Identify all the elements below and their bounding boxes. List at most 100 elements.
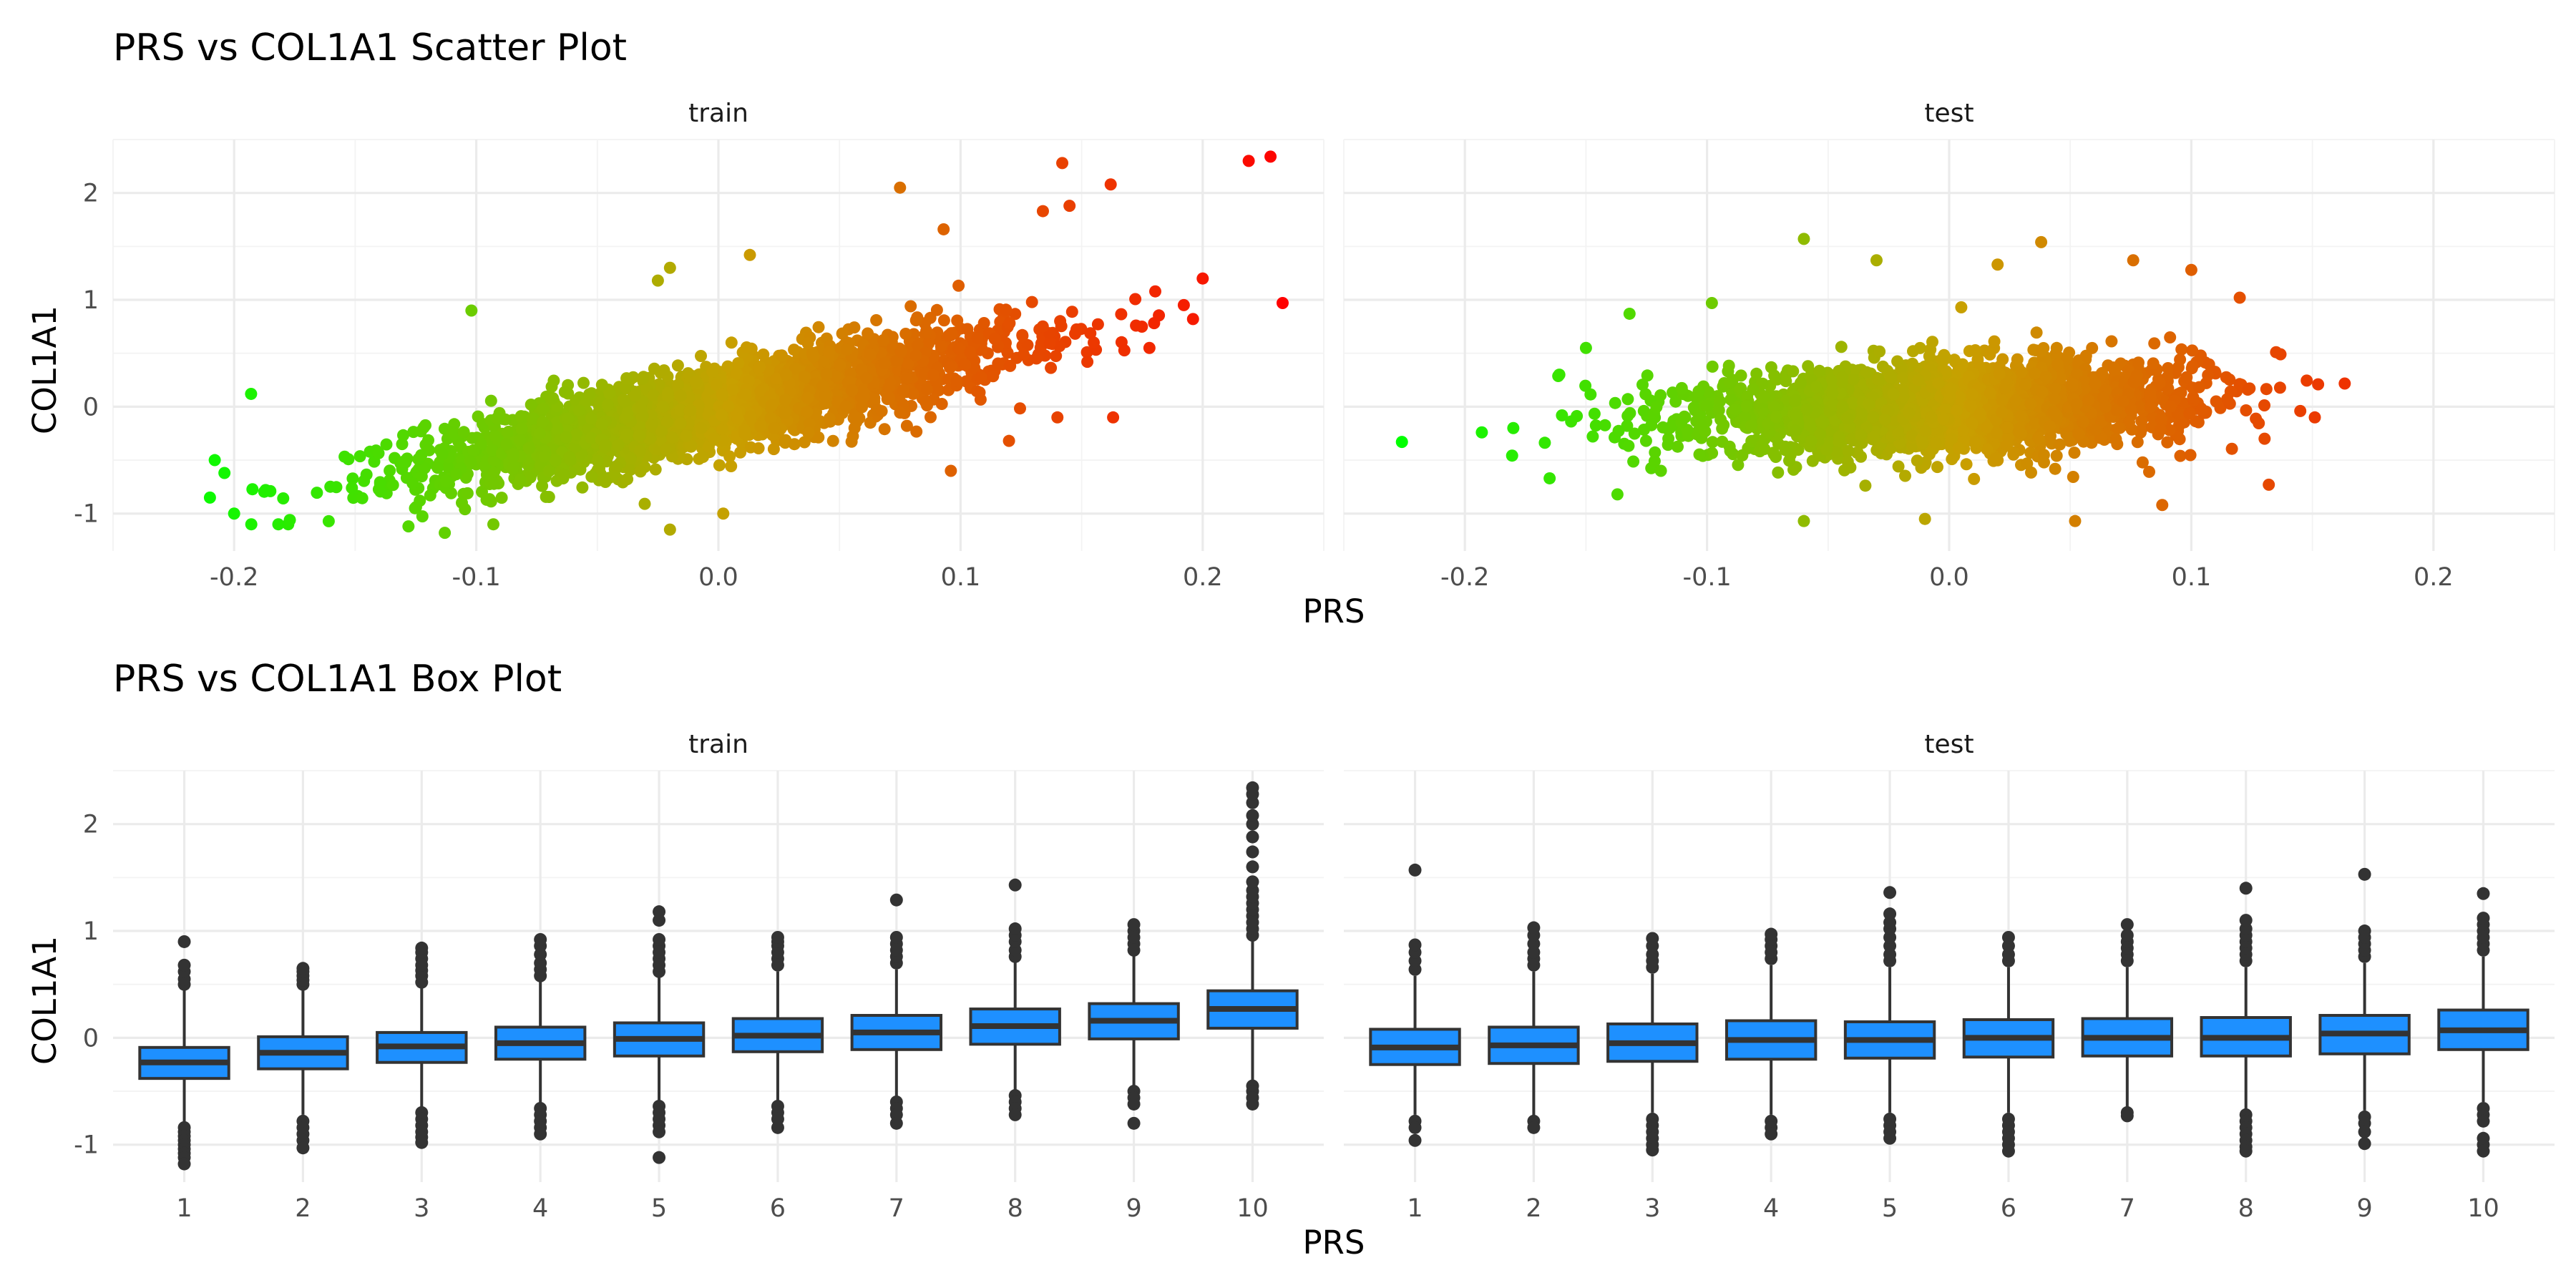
- scatter-point: [858, 390, 871, 403]
- scatter-point: [515, 422, 528, 435]
- scatter-point: [2258, 432, 2271, 445]
- scatter-point: [964, 346, 977, 358]
- scatter-point: [457, 426, 470, 439]
- scatter-point: [919, 396, 932, 408]
- scatter-point: [899, 328, 912, 340]
- scatter-point: [2123, 416, 2135, 429]
- scatter-point: [971, 332, 984, 345]
- scatter-point: [665, 431, 678, 444]
- scatter-point: [2049, 462, 2062, 475]
- scatter-point: [1856, 409, 1869, 421]
- scatter-point: [1755, 378, 1768, 391]
- scatter-point: [537, 402, 550, 415]
- scatter-point: [600, 455, 613, 468]
- scatter-point: [347, 492, 360, 504]
- scatter-point: [397, 455, 410, 468]
- scatter-point: [506, 462, 519, 475]
- scatter-point: [2186, 360, 2199, 373]
- scatter-point: [1628, 427, 1641, 440]
- scatter-point: [1814, 428, 1827, 441]
- scatter-point: [661, 386, 674, 399]
- scatter-point: [819, 389, 831, 401]
- scatter-point: [2253, 417, 2265, 429]
- scatter-point: [1641, 369, 1654, 382]
- scatter-point: [973, 386, 986, 399]
- scatter-point: [1586, 430, 1599, 443]
- scatter-point: [1177, 298, 1190, 311]
- scatter-point: [1714, 395, 1727, 408]
- scatter-point: [638, 497, 651, 510]
- scatter-point: [346, 482, 358, 494]
- scatter-point: [1043, 337, 1056, 350]
- scatter-point: [374, 485, 387, 498]
- scatter-point: [645, 409, 658, 422]
- scatter-point: [537, 416, 550, 428]
- scatter-point: [487, 454, 500, 467]
- scatter-point: [2338, 377, 2351, 390]
- scatter-point: [902, 357, 914, 370]
- scatter-point: [464, 454, 477, 467]
- scatter-point: [1939, 368, 1952, 380]
- scatter-point: [713, 459, 726, 472]
- scatter-point: [384, 464, 396, 477]
- scatter-point: [620, 372, 633, 385]
- scatter-point: [823, 412, 836, 425]
- scatter-point: [2195, 403, 2208, 416]
- scatter-point: [1025, 296, 1038, 308]
- scatter-point: [645, 419, 658, 432]
- scatter-point: [695, 350, 707, 362]
- scatter-point: [912, 339, 924, 352]
- scatter-point: [801, 337, 814, 350]
- scatter-point: [716, 388, 728, 401]
- scatter-point: [1002, 434, 1015, 447]
- scatter-point: [1638, 424, 1650, 436]
- scatter-point: [2161, 436, 2174, 449]
- scatter-point: [591, 454, 604, 467]
- scatter-point: [570, 428, 582, 441]
- scatter-point: [780, 369, 792, 381]
- scatter-point: [585, 412, 597, 425]
- scatter-point: [1762, 417, 1775, 430]
- scatter-point: [802, 426, 815, 439]
- scatter-point: [218, 467, 231, 479]
- scatter-point: [406, 477, 419, 489]
- scatter-point: [612, 439, 625, 452]
- scatter-point: [812, 431, 825, 444]
- scatter-point: [1716, 435, 1729, 448]
- scatter-point: [2260, 383, 2273, 396]
- scatter-point: [739, 388, 752, 401]
- scatter-point: [619, 381, 632, 394]
- scatter-point: [487, 467, 500, 479]
- scatter-point: [2148, 337, 2161, 350]
- scatter-point: [878, 357, 891, 369]
- scatter-point: [346, 472, 359, 485]
- scatter-point: [557, 468, 570, 481]
- x-tick-label: -0.1: [452, 563, 500, 592]
- scatter-point: [1968, 472, 1981, 485]
- scatter-point: [620, 411, 633, 424]
- scatter-point: [1016, 329, 1029, 342]
- scatter-point: [864, 416, 877, 429]
- scatter-point: [2175, 343, 2188, 356]
- scatter-point: [680, 429, 693, 442]
- scatter-point: [487, 477, 500, 490]
- x-tick-label: -0.2: [1440, 563, 1489, 592]
- scatter-point: [1899, 469, 1911, 482]
- scatter-point: [817, 355, 830, 368]
- scatter-point: [770, 372, 783, 385]
- scatter-point: [2143, 465, 2155, 478]
- scatter-point: [418, 462, 431, 474]
- scatter-point: [776, 349, 788, 362]
- scatter-point: [987, 370, 1000, 383]
- scatter-point: [952, 279, 965, 292]
- scatter-point: [1115, 308, 1128, 321]
- scatter-point: [922, 337, 935, 350]
- scatter-point: [649, 463, 662, 476]
- scatter-point: [2030, 326, 2043, 339]
- scatter-point: [1654, 464, 1667, 477]
- scatter-point: [514, 434, 527, 447]
- scatter-point: [2131, 436, 2144, 449]
- scatter-point: [1036, 205, 1049, 218]
- scatter-point: [657, 400, 670, 413]
